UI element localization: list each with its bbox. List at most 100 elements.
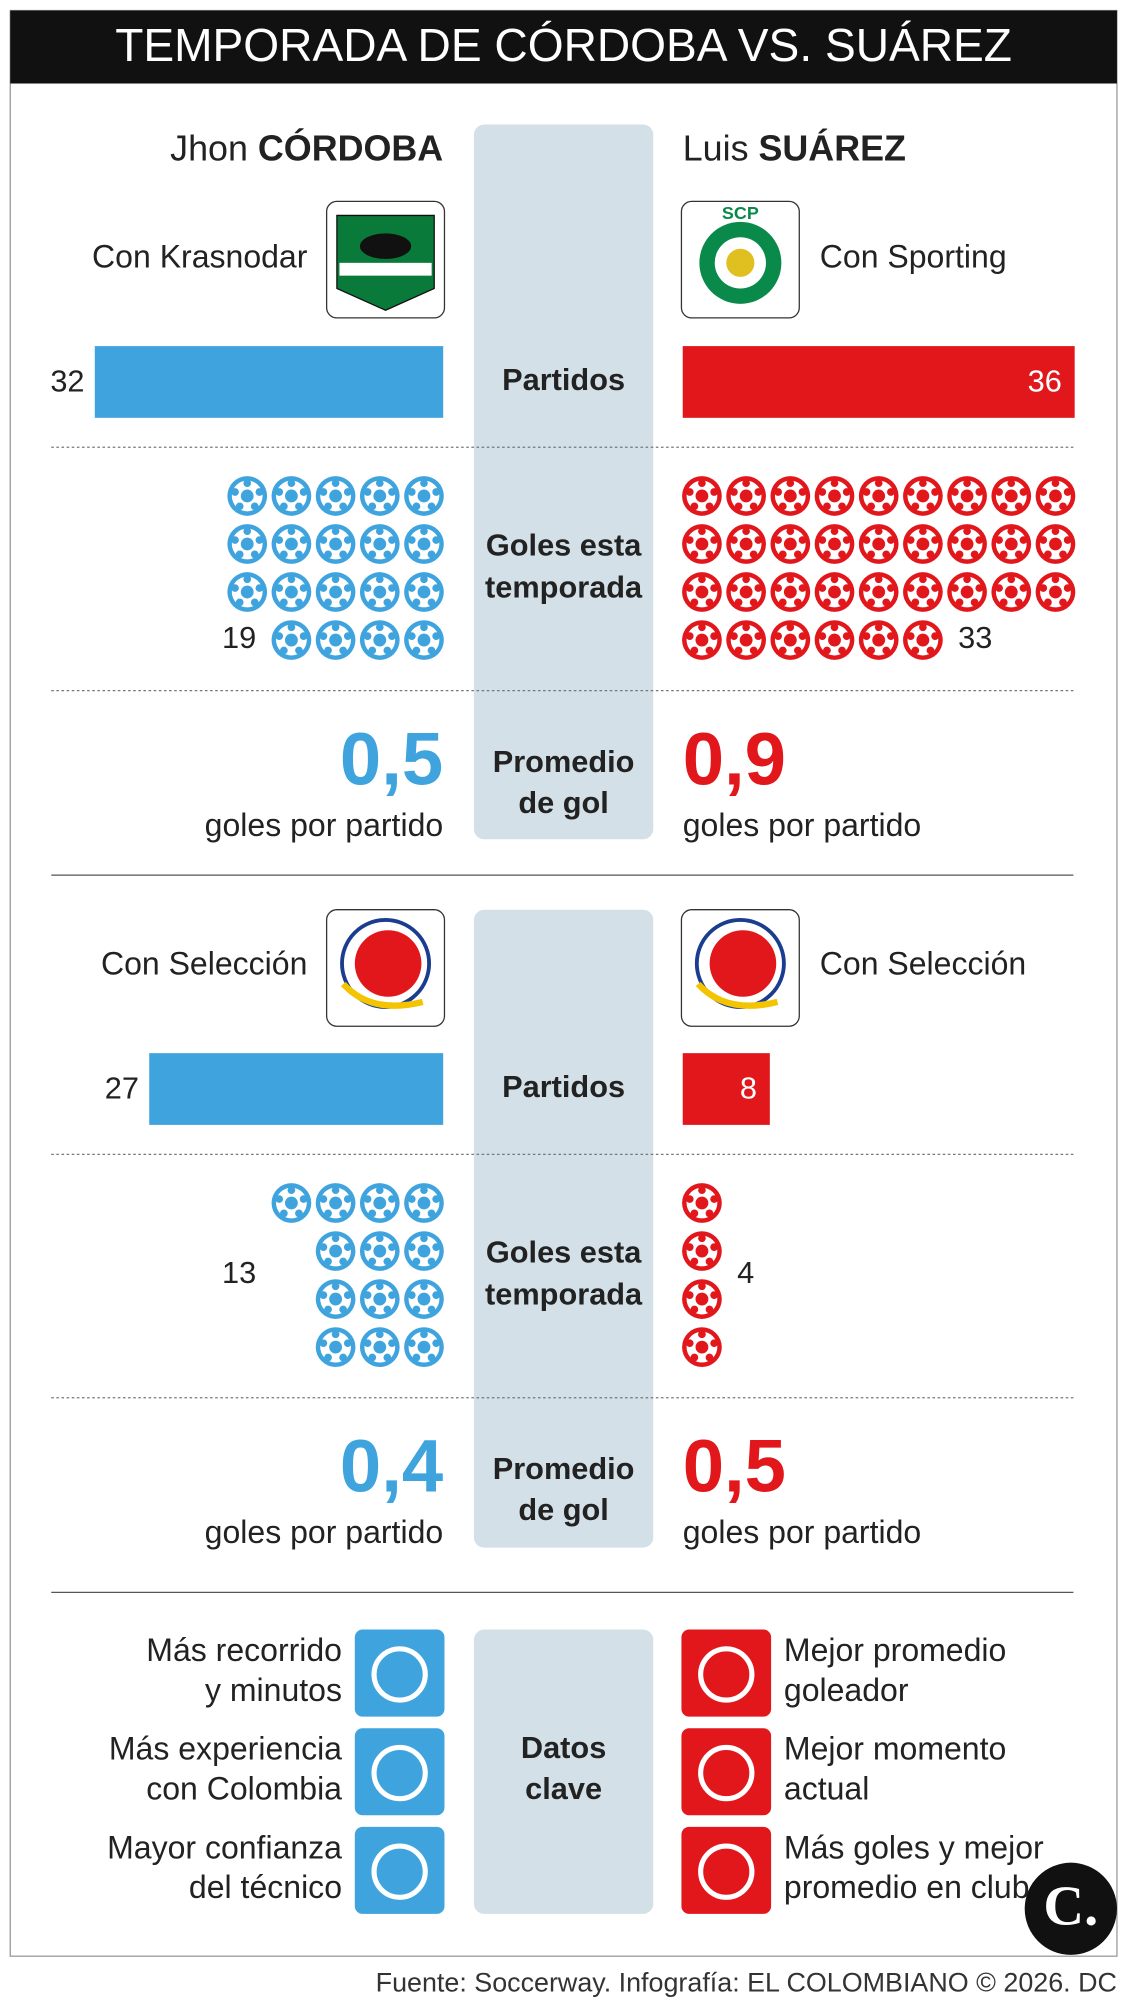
ball-patch <box>798 632 807 640</box>
ball-patch <box>906 632 915 640</box>
ball-patch <box>685 1291 694 1299</box>
ball-patch <box>343 1339 352 1348</box>
krasnodar-logo <box>325 200 446 319</box>
key-facts-label: Datos <box>521 1730 606 1765</box>
ball-patch <box>255 536 264 544</box>
ball-patch <box>368 598 377 607</box>
ball-patch <box>363 1243 372 1251</box>
ball-patch <box>329 1292 342 1306</box>
ball-patch <box>970 550 979 559</box>
ball-patch <box>710 632 718 640</box>
ball-patch <box>695 537 709 551</box>
ball-patch <box>373 1196 387 1210</box>
ball-patch <box>786 479 795 487</box>
team-name: Con Krasnodar <box>92 238 308 274</box>
ball-patch <box>778 646 787 655</box>
matches-bar <box>682 346 1075 418</box>
ball-patch <box>363 1195 372 1203</box>
ball-patch <box>235 550 244 559</box>
ball-patch <box>830 623 839 632</box>
matches-value: 8 <box>740 1070 757 1105</box>
ball-patch <box>798 488 807 496</box>
ball-patch <box>1019 488 1028 496</box>
ball-patch <box>407 1291 416 1299</box>
ball-patch <box>705 646 714 655</box>
last-name: SUÁREZ <box>758 129 905 169</box>
ball-patch <box>739 537 753 551</box>
ball-patch <box>417 1340 431 1354</box>
ball-patch <box>730 584 738 592</box>
ball-patch <box>343 1243 352 1251</box>
brand-mark: C. <box>1043 1875 1098 1937</box>
ball-patch <box>960 585 974 599</box>
goals-label: temporada <box>485 1277 643 1312</box>
ball-patch <box>794 550 802 559</box>
ball-patch <box>739 633 753 647</box>
fact-icon-glyph <box>371 1744 428 1802</box>
ball-patch <box>280 1209 288 1218</box>
ball-patch <box>698 1234 706 1243</box>
ball-patch <box>911 646 920 655</box>
ball-patch <box>339 646 347 655</box>
ball-patch <box>329 1196 342 1210</box>
ball-patch <box>363 1291 372 1299</box>
ball-patch <box>734 550 743 559</box>
ball-patch <box>275 632 284 640</box>
ball-patch <box>1044 502 1052 511</box>
ball-patch <box>970 502 979 511</box>
ball-patch <box>818 632 827 640</box>
ball-patch <box>867 598 876 607</box>
ball-patch <box>420 575 428 584</box>
ball-patch <box>685 536 694 544</box>
ball-patch <box>343 632 352 640</box>
ball-patch <box>999 598 1008 607</box>
ball-patch <box>906 536 915 544</box>
fact-icon <box>681 1826 772 1914</box>
goal-balls <box>682 476 1076 660</box>
ball-patch <box>287 623 296 632</box>
ball-patch <box>1004 585 1018 599</box>
ball-patch <box>710 536 718 544</box>
ball-patch <box>690 646 699 655</box>
ball-patch <box>975 536 984 544</box>
ball-patch <box>319 1195 328 1203</box>
ball-patch <box>710 1243 718 1251</box>
ball-patch <box>774 632 782 640</box>
ball-patch <box>705 550 714 559</box>
ball-patch <box>383 550 392 559</box>
ball-patch <box>235 502 244 511</box>
ball-patch <box>1004 489 1018 503</box>
avg-value: 0,5 <box>340 718 443 801</box>
ball-patch <box>874 527 883 536</box>
ball-patch <box>388 584 396 592</box>
ball-patch <box>343 536 352 544</box>
ball-patch <box>798 584 807 592</box>
ball-patch <box>375 1234 384 1243</box>
ball-patch <box>823 598 831 607</box>
ball-patch <box>375 479 384 487</box>
ball-patch <box>412 1305 421 1314</box>
ball-patch <box>427 598 436 607</box>
ball-patch <box>951 488 959 496</box>
ball-patch <box>329 633 342 647</box>
goals-value: 19 <box>222 620 256 655</box>
ball-patch <box>828 585 841 599</box>
ball-patch <box>705 1305 714 1314</box>
ball-patch <box>963 575 971 584</box>
ball-patch <box>363 1339 372 1348</box>
ball-patch <box>420 1234 428 1243</box>
ball-patch <box>919 527 927 536</box>
ball-patch <box>1039 488 1048 496</box>
ball-patch <box>754 584 763 592</box>
ball-patch <box>388 1243 396 1251</box>
ball-patch <box>698 575 706 584</box>
ball-patch <box>427 1353 436 1362</box>
ball-patch <box>280 550 288 559</box>
fact-icon <box>354 1728 445 1816</box>
ball-patch <box>383 646 392 655</box>
avg-unit: goles por partido <box>683 1514 922 1550</box>
ball-patch <box>786 527 795 536</box>
ball-patch <box>324 1353 332 1362</box>
ball-patch <box>299 584 308 592</box>
ball-patch <box>798 536 807 544</box>
